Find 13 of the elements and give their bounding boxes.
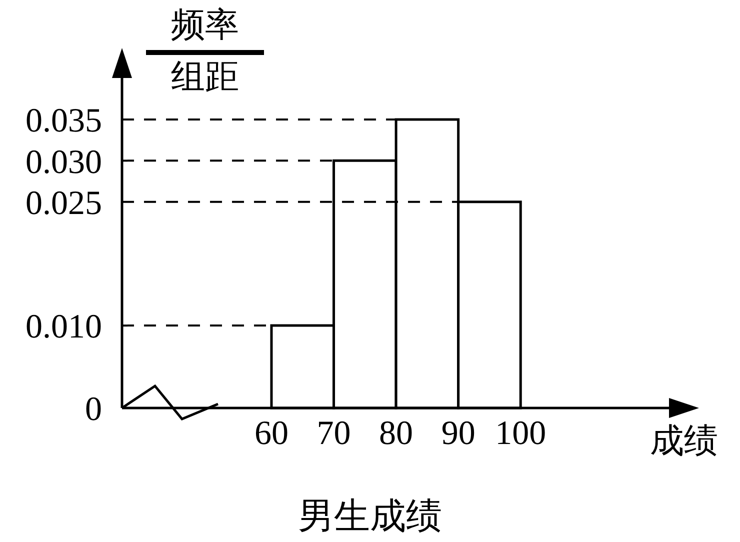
y-tick-label: 0.035 (26, 102, 102, 140)
x-tick-label: 80 (379, 415, 414, 452)
x-tick-label: 60 (254, 415, 288, 452)
text: 男生成绩 (297, 495, 443, 538)
x-axis-title: 成绩 (650, 422, 718, 462)
y-tick-label: 0.010 (26, 308, 102, 346)
y-axis-title: 频率组距 (170, 6, 240, 98)
y-tick-label: 0 (85, 391, 102, 428)
y-tick-label: 0.025 (26, 184, 102, 222)
y-tick-label: 0.030 (26, 144, 102, 181)
x-tick-label: 70 (316, 415, 351, 452)
x-tick-label: 100 (495, 415, 546, 452)
x-tick-label: 90 (441, 415, 476, 452)
